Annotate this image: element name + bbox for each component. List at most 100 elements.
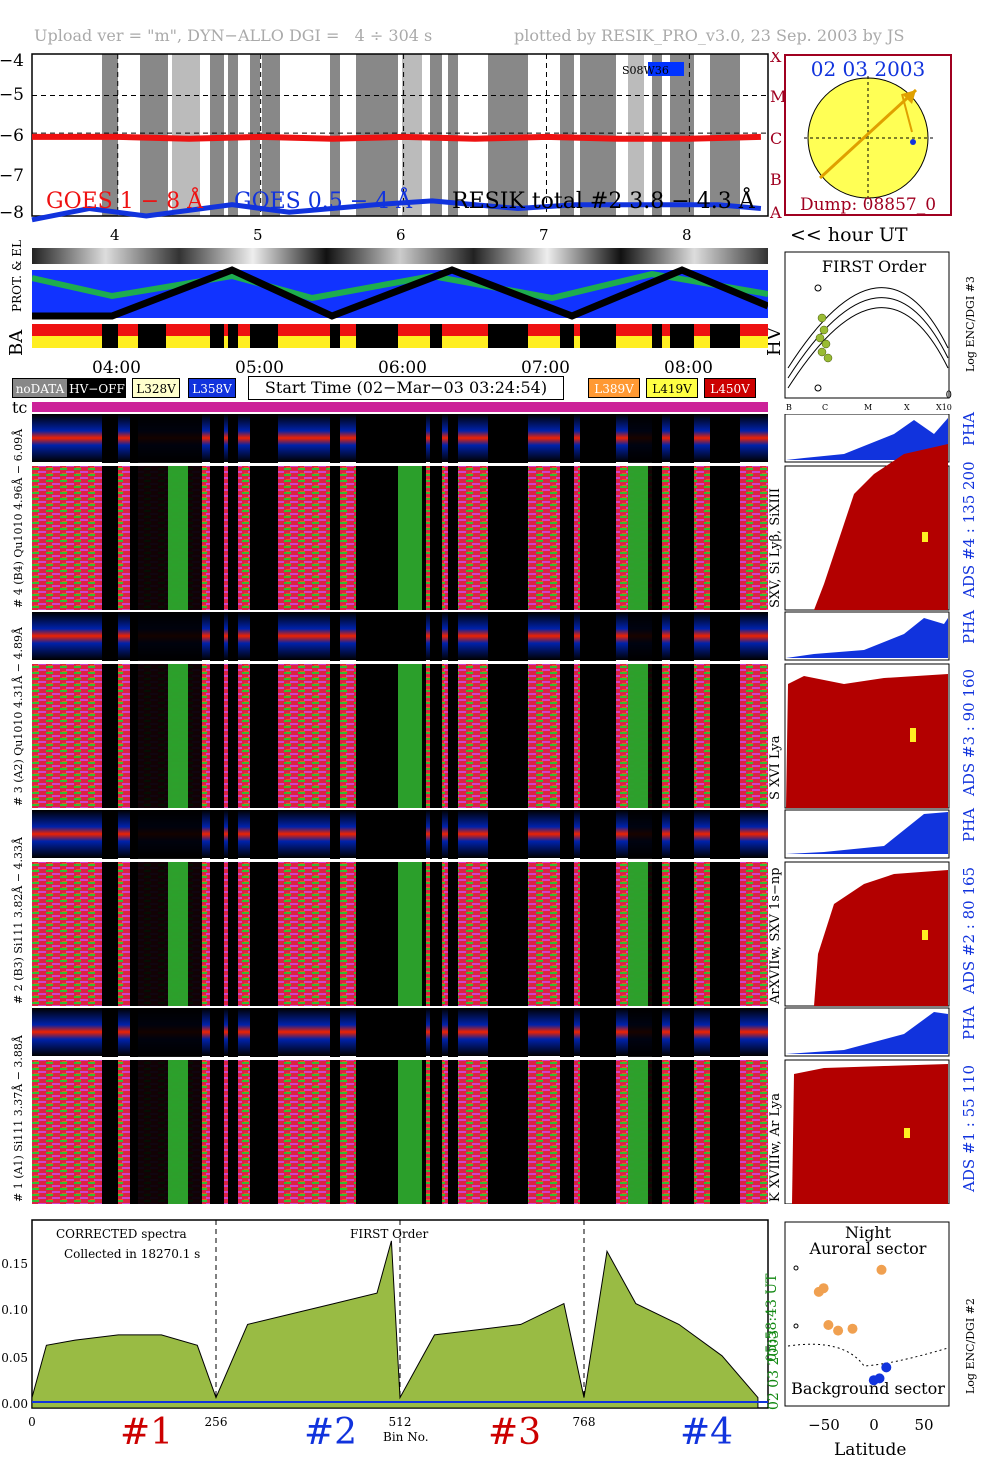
start-time-box: Start Time (02−Mar−03 03:24:54) [248, 376, 564, 400]
lines-label: ArXVIIw, SXV 1s−np [768, 867, 783, 1004]
pha-label: PHA [960, 1005, 978, 1040]
goes-xtick: 6 [396, 226, 406, 244]
lat-xtick: 0 [869, 1416, 879, 1434]
orbit-panel: FIRST Order B C M X X10 0 [784, 251, 952, 412]
legend-goes1: GOES 1 − 8 Å [46, 186, 204, 214]
lat-xtick: −50 [808, 1416, 840, 1434]
goes-series-line [31, 198, 762, 223]
legend-l450: L450V [704, 378, 756, 398]
legend-l419: L419V [646, 378, 698, 398]
goes-ytick: −7 [0, 166, 24, 186]
spectrum-note2: Collected in 18270.1 s [64, 1247, 200, 1261]
time-tick: 04:00 [92, 358, 141, 378]
goes-series-line [32, 133, 761, 142]
lat-point [876, 1264, 887, 1275]
time-tick: 08:00 [664, 358, 713, 378]
spectrograms [32, 414, 768, 1204]
channel-mark-2: #2 [304, 1412, 358, 1453]
lat-night: Night [845, 1223, 892, 1242]
ads-label: ADS #2 : 80 165 [960, 866, 978, 994]
lat-auroral: Auroral sector [809, 1239, 927, 1258]
legend-nodata: noDATA [12, 378, 68, 398]
spectrum-area [31, 1240, 759, 1409]
time-tick: 07:00 [521, 358, 570, 378]
pha-label: PHA [960, 411, 978, 446]
goes-xtick: 4 [110, 226, 120, 244]
orbit-xtick: B [786, 403, 792, 412]
goes-xtick: 5 [253, 226, 263, 244]
lines-label: SXV, Si Lyβ, SiXIII [768, 488, 783, 608]
channel-mark-1: #1 [120, 1412, 174, 1453]
orbit-xtick: X10 [936, 403, 952, 412]
spectrum-xlabel: Bin No. [383, 1430, 429, 1444]
goes-ytick: −5 [0, 85, 24, 105]
spec-xtick: 512 [389, 1415, 412, 1428]
tc-bar [32, 402, 768, 412]
channel-range-label: # 2 (B3) Si111 3.82Å − 4.33Å [12, 837, 25, 1004]
flag-label: S08W36 [622, 64, 669, 77]
orbit-xtick: X [904, 403, 910, 412]
spectrum-panel: CORRECTED spectra Collected in 18270.1 s… [1, 1219, 769, 1428]
goes-panel: S08W36 −4 −5 −6 −7 −8 X M C B A GOES 1 −… [0, 52, 786, 232]
orbit-ylabel: Log ENC/DGI #3 [964, 276, 977, 372]
channel-range-label: # 1 (A1) Si111 3.37Å − 3.88Å [12, 1035, 25, 1202]
hour-ut-label: << hour UT [790, 224, 908, 246]
lat-background: Background sector [791, 1379, 945, 1398]
legend-l389: L389V [588, 378, 640, 398]
goes-xtick: 7 [539, 226, 549, 244]
legend-goes05: GOES 0.5 − 4 Å [234, 186, 413, 214]
channel-mark-4: #4 [680, 1412, 734, 1453]
legend-l328: L328V [132, 378, 180, 398]
legend-l358: L358V [188, 378, 236, 398]
spec-ytick: 0.15 [1, 1257, 28, 1271]
lines-label: K XVIIIw, Ar Lya [768, 1093, 783, 1202]
ads-label: ADS #3 : 90 160 [960, 668, 978, 796]
spec-ytick: 0.05 [1, 1351, 28, 1365]
channel-range-label: # 4 (B4) Qu1010 4.96Å − 6.09Å [12, 428, 25, 608]
lat-xlabel: Latitude [834, 1440, 907, 1460]
orbit-title: FIRST Order [822, 257, 927, 276]
spec-xtick: 256 [205, 1415, 228, 1428]
legend-resik: RESIK total #2 3.8 − 4.3 Å [452, 186, 756, 214]
goes-xtick: 4 [111, 230, 121, 232]
sun-panel: 02 03 2003 Dump: 08857_0 [784, 54, 952, 216]
lat-point [881, 1362, 892, 1373]
latitude-panel: Night Auroral sector Background sector −… [784, 1221, 950, 1434]
ads-label: ADS #1 : 55 110 [960, 1064, 978, 1192]
spectrum-note1: CORRECTED spectra [56, 1227, 187, 1241]
ads-label: ADS #4 : 135 200 [960, 461, 978, 598]
goes-xtick: 8 [682, 226, 692, 244]
pha-label: PHA [960, 609, 978, 644]
spectrum-order: FIRST Order [350, 1227, 428, 1241]
lat-point [874, 1373, 885, 1384]
spec-xtick: 768 [573, 1415, 596, 1428]
goes-ytick: −6 [0, 126, 24, 146]
time-tick: 05:00 [235, 358, 284, 378]
class-letter: C [770, 129, 782, 148]
orbit-xtick: M [864, 403, 872, 412]
header-right: plotted by RESIK_PRO_v3.0, 23 Sep. 2003 … [514, 26, 905, 45]
lat-point [823, 1320, 834, 1330]
lat-xtick: 50 [914, 1416, 933, 1434]
spec-xtick: 0 [28, 1415, 36, 1428]
header-left: Upload ver = "m", DYN−ALLO DGI = 4 ÷ 304… [34, 26, 433, 45]
prot-el-strips [32, 248, 768, 348]
lat-ylabel: Log ENC/DGI #2 [964, 1298, 977, 1394]
goes-ytick: −8 [0, 203, 24, 223]
legend-hvoff: HV−OFF [68, 378, 126, 398]
prot-el-label: PROT. & EL [10, 239, 24, 312]
goes-ytick: −4 [0, 52, 24, 71]
class-letter: X [770, 52, 782, 66]
orbit-ytick: 0 [946, 390, 952, 401]
sun-date: 02 03 2003 [811, 57, 926, 81]
class-letter: A [769, 203, 782, 222]
dump-label: Dump: 08857_0 [800, 195, 936, 215]
orbit-xtick: C [822, 403, 828, 412]
ba-label: BA [6, 329, 27, 356]
pha-histograms [784, 414, 950, 1204]
pha-label: PHA [960, 807, 978, 842]
flag-marker [648, 62, 684, 76]
spec-ytick: 0.00 [1, 1397, 28, 1411]
class-letter: B [770, 170, 782, 189]
time-tick: 06:00 [378, 358, 427, 378]
